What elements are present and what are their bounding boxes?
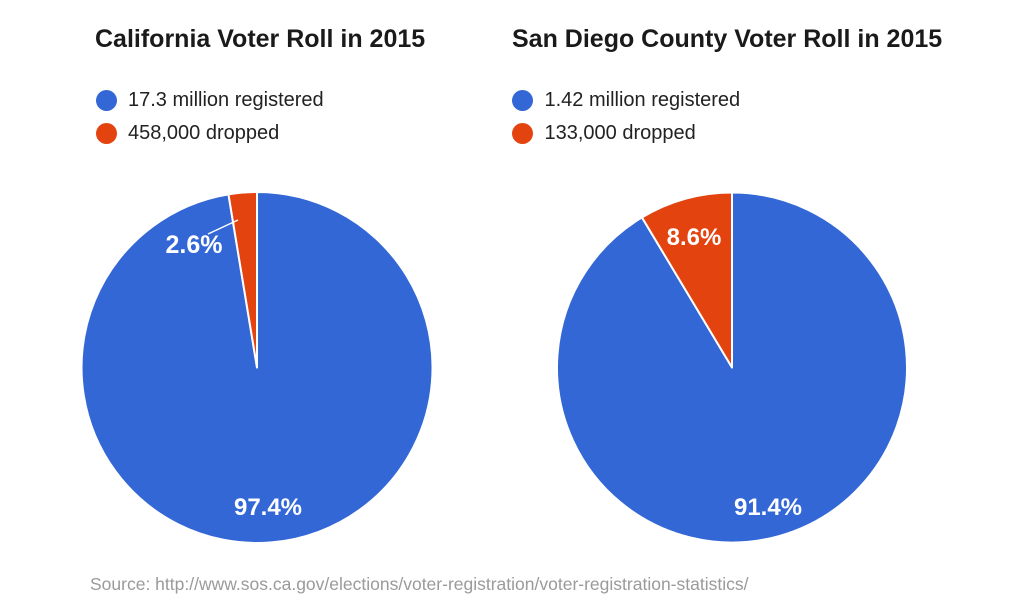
svg-text:97.4%: 97.4% [234, 494, 302, 521]
svg-text:8.6%: 8.6% [667, 224, 722, 251]
svg-text:2.6%: 2.6% [166, 231, 223, 259]
svg-text:91.4%: 91.4% [734, 494, 802, 521]
